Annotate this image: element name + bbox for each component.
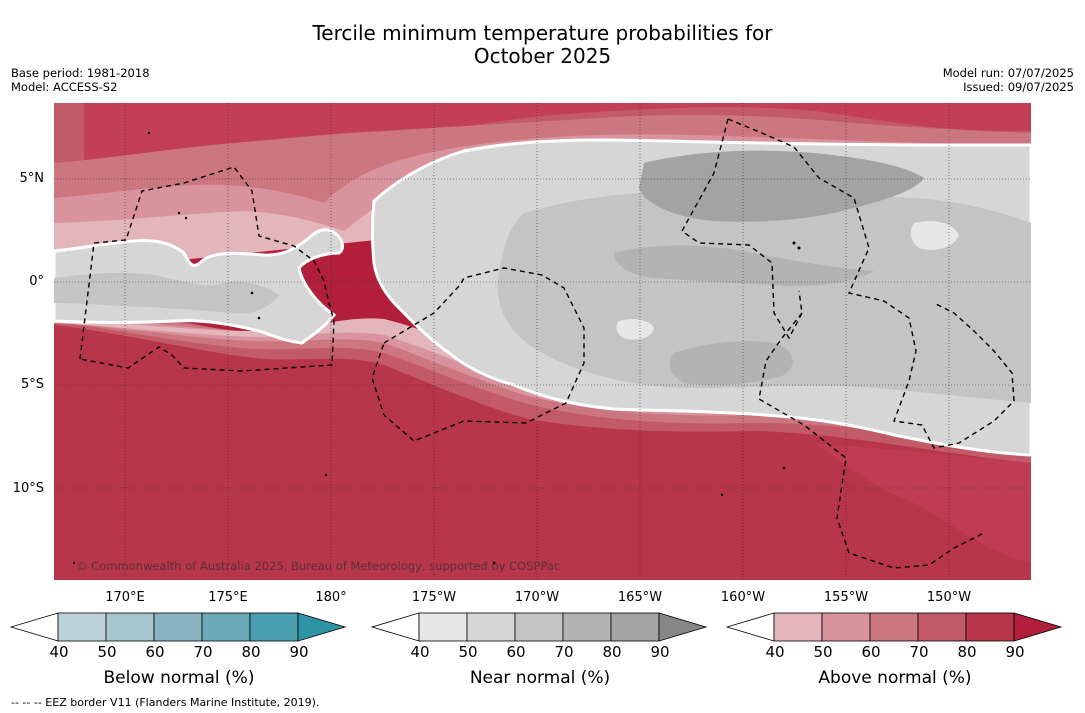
title-line-1: Tercile minimum temperature probabilitie… — [312, 21, 773, 45]
above-colorbar-segment — [869, 612, 919, 642]
above-tick-40: 40 — [765, 643, 785, 661]
band-south-85 — [54, 308, 1031, 580]
near-normal-50-east — [910, 221, 959, 250]
band-southeast — [814, 443, 1031, 563]
near-normal-70-center — [614, 245, 874, 286]
below-tick-70: 70 — [193, 643, 213, 661]
lat-label-0: 0° — [29, 274, 44, 289]
near-colorbar-low-extend — [371, 612, 420, 642]
below-tick-50: 50 — [97, 643, 117, 661]
colorbar-near-normal — [371, 612, 708, 642]
lon-label-175e: 175°E — [208, 590, 248, 605]
eez-borders — [79, 118, 1015, 569]
lon-label-160w: 160°W — [720, 590, 766, 605]
near-normal-west-inner — [54, 272, 279, 314]
near-colorbar-segment — [418, 612, 468, 642]
below-tick-90: 90 — [289, 643, 309, 661]
near-colorbar-high-extend — [658, 612, 708, 642]
lat-label-5s: 5°S — [20, 377, 44, 392]
probability-map — [54, 103, 1031, 580]
lon-label-165w: 165°W — [617, 590, 663, 605]
near-normal-label: Near normal (%) — [469, 668, 611, 688]
colorbar-below-normal — [10, 612, 347, 642]
meta-left: Base period: 1981-2018 Model: ACCESS-S2 — [11, 66, 150, 94]
above-tick-70: 70 — [909, 643, 929, 661]
below-colorbar-high-extend — [297, 612, 347, 642]
above-colorbar-segment — [917, 612, 967, 642]
above-tick-90: 90 — [1005, 643, 1025, 661]
below-normal-label: Below normal (%) — [103, 668, 255, 688]
lon-label-170e: 170°E — [105, 590, 145, 605]
near-normal-60 — [497, 190, 1031, 403]
issued-date: Issued: 09/07/2025 — [963, 80, 1074, 94]
above-colorbar-segment — [773, 612, 823, 642]
map-title: Tercile minimum temperature probabilitie… — [0, 22, 1085, 68]
near-normal-50-center — [616, 319, 654, 340]
near-tick-50: 50 — [458, 643, 478, 661]
below-colorbar-low-extend — [10, 612, 59, 642]
above-colorbar-low-extend — [726, 612, 775, 642]
near-tick-80: 80 — [602, 643, 622, 661]
lon-label-170w: 170°W — [514, 590, 560, 605]
lon-label-155w: 155°W — [823, 590, 869, 605]
lon-label-180: 180° — [315, 590, 347, 605]
near-colorbar-segment — [610, 612, 660, 642]
near-tick-60: 60 — [506, 643, 526, 661]
near-colorbar-segment — [466, 612, 516, 642]
above-tick-60: 60 — [861, 643, 881, 661]
above-normal-label: Above normal (%) — [818, 668, 972, 688]
eez-legend-note: -- -- -- EEZ border V11 (Flanders Marine… — [11, 696, 320, 709]
near-colorbar-segment — [514, 612, 564, 642]
model-run: Model run: 07/07/2025 — [942, 66, 1074, 80]
near-normal-70-south — [669, 341, 793, 385]
near-normal-80-north — [639, 150, 924, 222]
copyright-notice: © Commonwealth of Australia 2025, Bureau… — [76, 559, 561, 573]
lat-label-10s: 10°S — [12, 481, 44, 496]
gridlines — [54, 103, 1031, 580]
below-tick-40: 40 — [49, 643, 69, 661]
below-tick-80: 80 — [241, 643, 261, 661]
below-tick-60: 60 — [145, 643, 165, 661]
below-colorbar-segment — [57, 612, 107, 642]
colorbar-above-normal — [726, 612, 1063, 642]
lon-label-175w: 175°W — [411, 590, 457, 605]
below-colorbar-segment — [249, 612, 299, 642]
above-colorbar-segment — [821, 612, 871, 642]
above-colorbar-segment — [965, 612, 1015, 642]
title-line-2: October 2025 — [473, 44, 612, 68]
below-colorbar-segment — [153, 612, 203, 642]
base-period: Base period: 1981-2018 — [11, 66, 150, 80]
lat-label-5n: 5°N — [19, 171, 45, 186]
above-tick-80: 80 — [957, 643, 977, 661]
island-marks — [72, 131, 801, 565]
meta-right: Model run: 07/07/2025 Issued: 09/07/2025 — [943, 66, 1074, 94]
above-tick-50: 50 — [813, 643, 833, 661]
model-name: Model: ACCESS-S2 — [11, 80, 118, 94]
near-tick-40: 40 — [410, 643, 430, 661]
below-colorbar-segment — [105, 612, 155, 642]
near-tick-70: 70 — [554, 643, 574, 661]
lon-label-150w: 150°W — [926, 590, 972, 605]
below-colorbar-segment — [201, 612, 251, 642]
near-colorbar-segment — [562, 612, 612, 642]
near-tick-90: 90 — [650, 643, 670, 661]
above-colorbar-high-extend — [1013, 612, 1063, 642]
